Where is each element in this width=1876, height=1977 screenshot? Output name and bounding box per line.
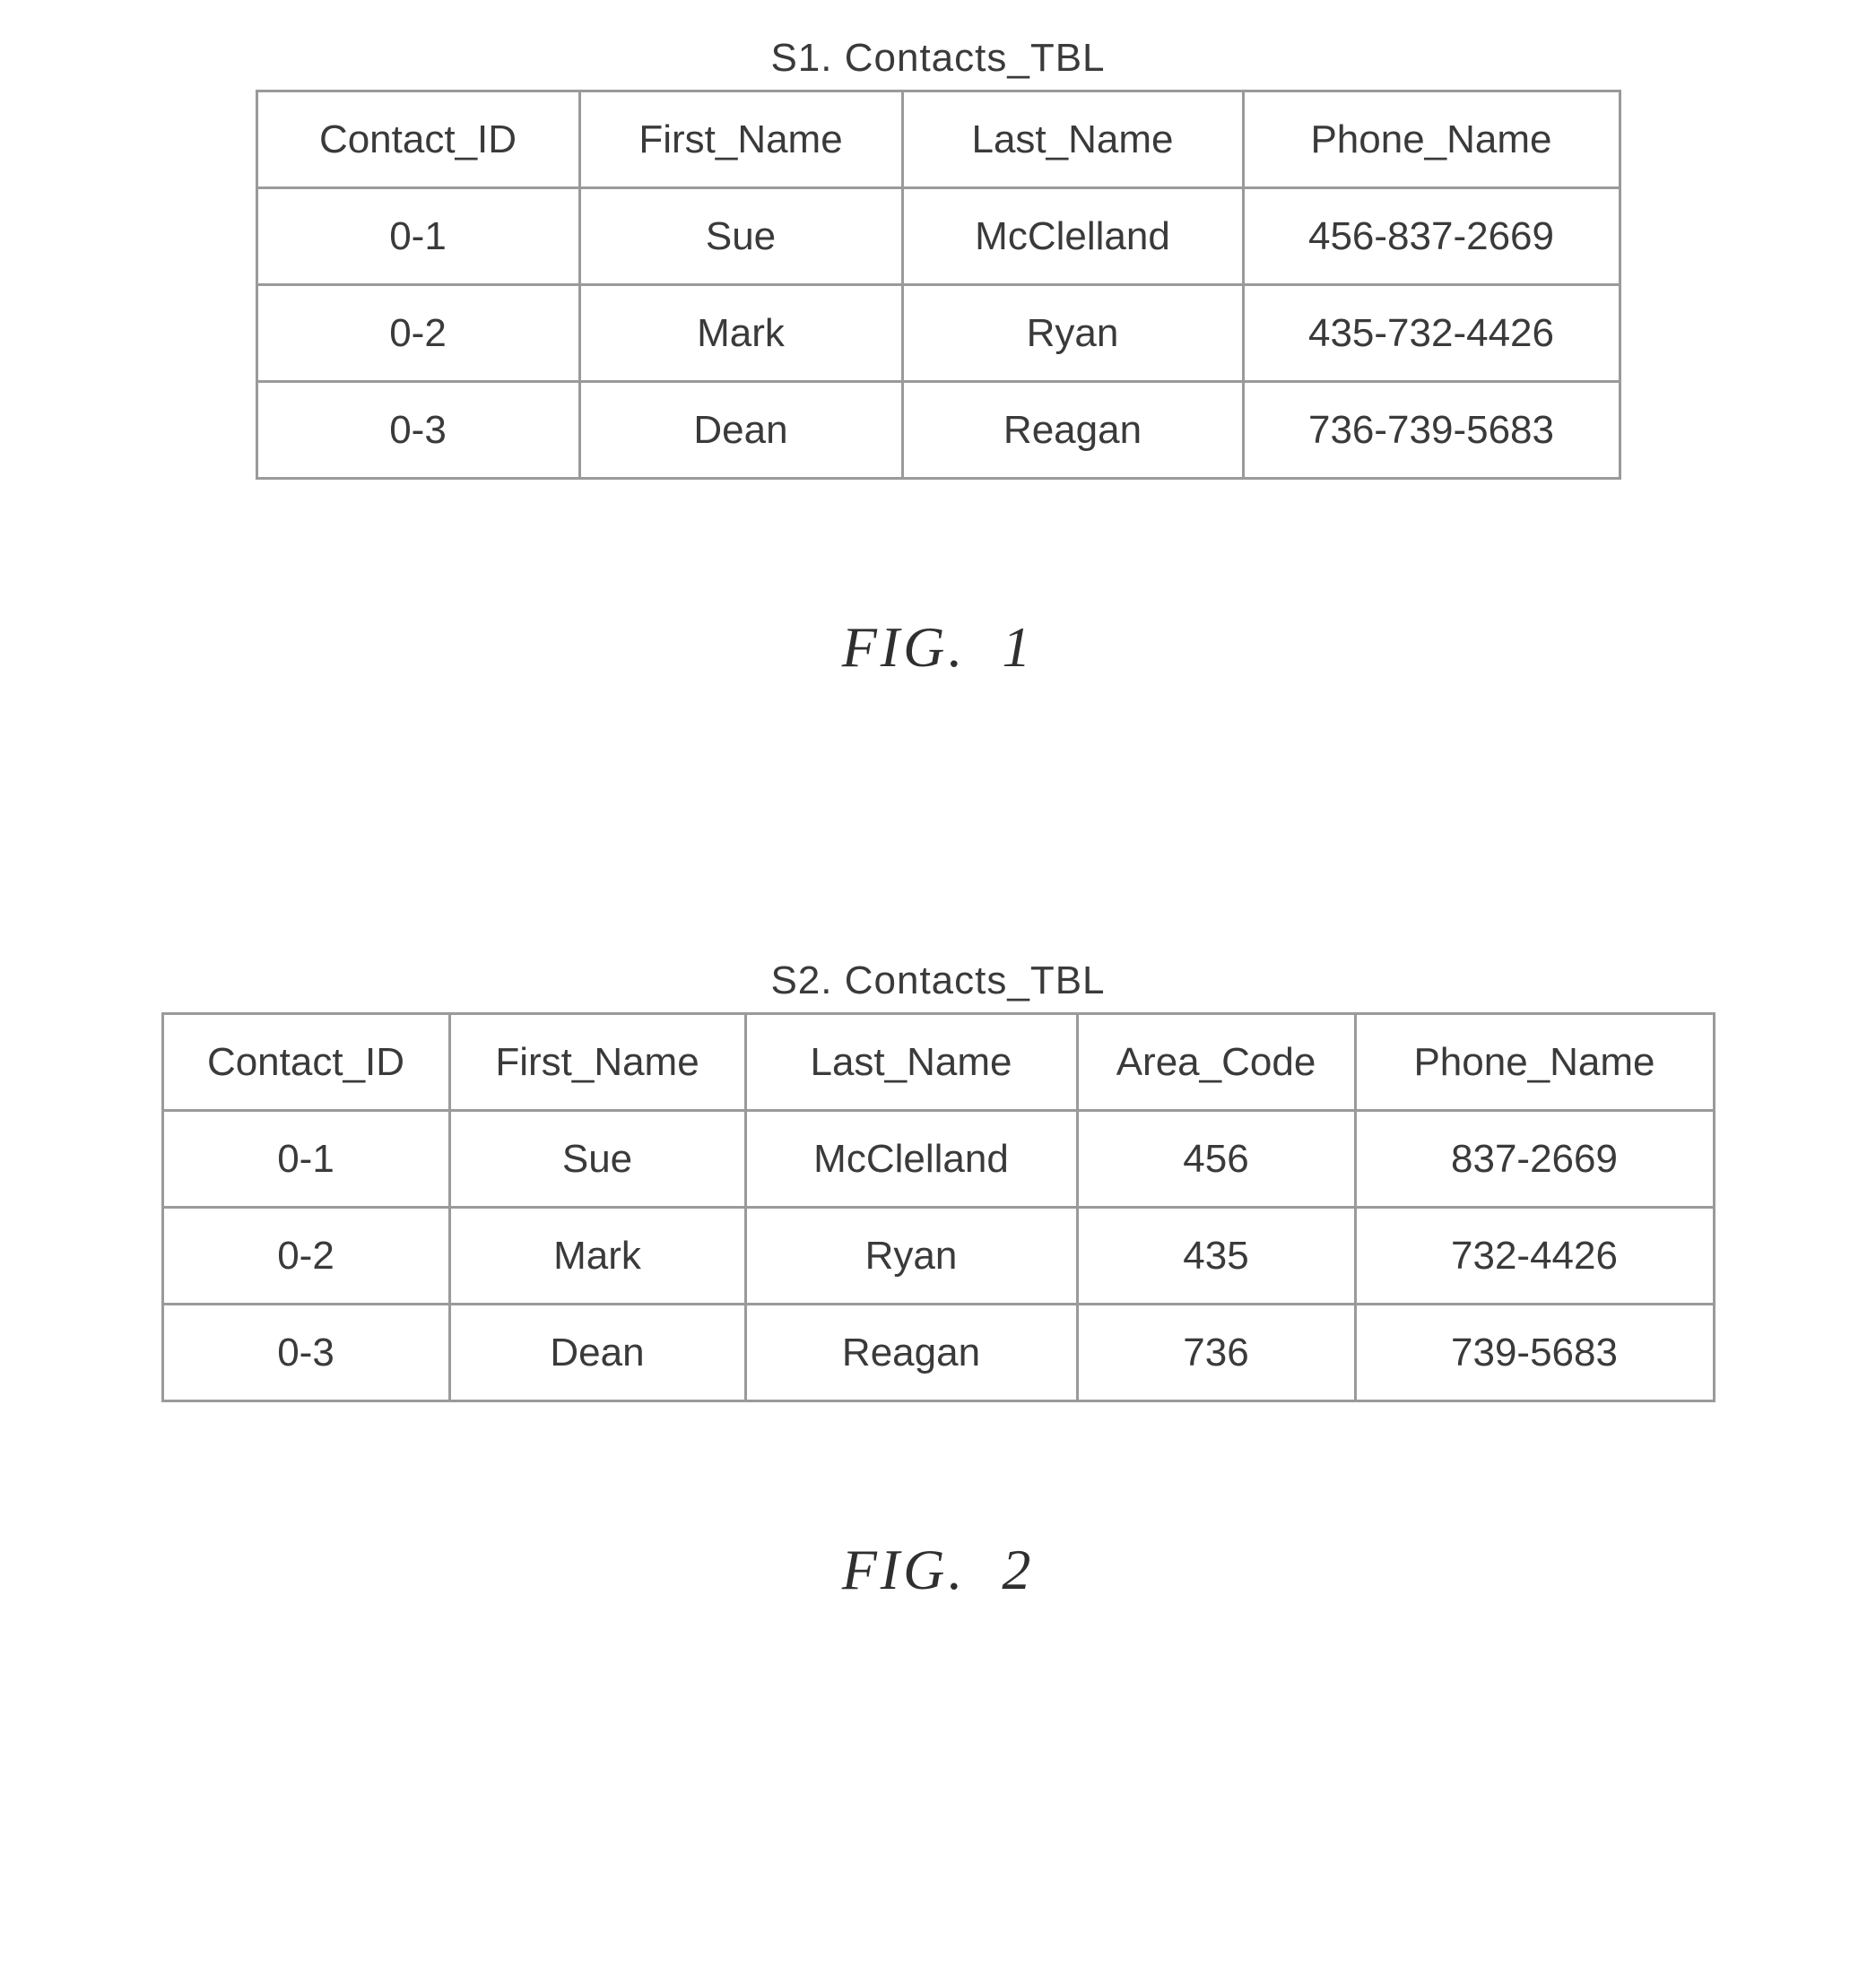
col-header: Area_Code (1077, 1014, 1355, 1111)
cell: McClelland (745, 1111, 1077, 1208)
cell: Mark (579, 285, 902, 382)
table-header-row: Contact_ID First_Name Last_Name Phone_Na… (256, 91, 1620, 188)
table-row: 0-2 Mark Ryan 435 732-4426 (162, 1208, 1714, 1305)
col-header: Phone_Name (1355, 1014, 1714, 1111)
figure-2: S2. Contacts_TBL Contact_ID First_Name L… (126, 958, 1750, 1603)
cell: 739-5683 (1355, 1305, 1714, 1401)
figure-1-caption: FIG. 1 (842, 614, 1035, 681)
table-header-row: Contact_ID First_Name Last_Name Area_Cod… (162, 1014, 1714, 1111)
caption-label: FIG. (842, 615, 967, 679)
cell: Dean (579, 382, 902, 479)
cell: 0-3 (256, 382, 579, 479)
figure-spacer (126, 681, 1750, 958)
cell: Ryan (745, 1208, 1077, 1305)
col-header: Last_Name (902, 91, 1243, 188)
cell: 0-2 (256, 285, 579, 382)
cell: 732-4426 (1355, 1208, 1714, 1305)
cell: 837-2669 (1355, 1111, 1714, 1208)
cell: Reagan (902, 382, 1243, 479)
cell: 736-739-5683 (1243, 382, 1620, 479)
cell: 0-1 (256, 188, 579, 285)
col-header: Phone_Name (1243, 91, 1620, 188)
table-1-title: S1. Contacts_TBL (770, 36, 1105, 81)
cell: 0-1 (162, 1111, 449, 1208)
table-row: 0-1 Sue McClelland 456 837-2669 (162, 1111, 1714, 1208)
col-header: Contact_ID (256, 91, 579, 188)
contacts-table-1: Contact_ID First_Name Last_Name Phone_Na… (256, 90, 1621, 480)
cell: Reagan (745, 1305, 1077, 1401)
cell: 0-2 (162, 1208, 449, 1305)
cell: 435 (1077, 1208, 1355, 1305)
cell: Sue (449, 1111, 745, 1208)
col-header: First_Name (579, 91, 902, 188)
cell: Mark (449, 1208, 745, 1305)
table-row: 0-2 Mark Ryan 435-732-4426 (256, 285, 1620, 382)
cell: Dean (449, 1305, 745, 1401)
col-header: Contact_ID (162, 1014, 449, 1111)
table-row: 0-3 Dean Reagan 736-739-5683 (256, 382, 1620, 479)
table-row: 0-3 Dean Reagan 736 739-5683 (162, 1305, 1714, 1401)
cell: Ryan (902, 285, 1243, 382)
cell: 0-3 (162, 1305, 449, 1401)
cell: Sue (579, 188, 902, 285)
col-header: First_Name (449, 1014, 745, 1111)
figure-2-caption: FIG. 2 (842, 1537, 1035, 1603)
table-2-title: S2. Contacts_TBL (770, 958, 1105, 1003)
caption-number: 2 (1002, 1538, 1034, 1601)
cell: 435-732-4426 (1243, 285, 1620, 382)
col-header: Last_Name (745, 1014, 1077, 1111)
cell: 456-837-2669 (1243, 188, 1620, 285)
cell: 456 (1077, 1111, 1355, 1208)
cell: 736 (1077, 1305, 1355, 1401)
figure-1: S1. Contacts_TBL Contact_ID First_Name L… (126, 36, 1750, 681)
caption-number: 1 (1002, 615, 1034, 679)
table-row: 0-1 Sue McClelland 456-837-2669 (256, 188, 1620, 285)
contacts-table-2: Contact_ID First_Name Last_Name Area_Cod… (161, 1012, 1715, 1402)
cell: McClelland (902, 188, 1243, 285)
caption-label: FIG. (842, 1538, 967, 1601)
